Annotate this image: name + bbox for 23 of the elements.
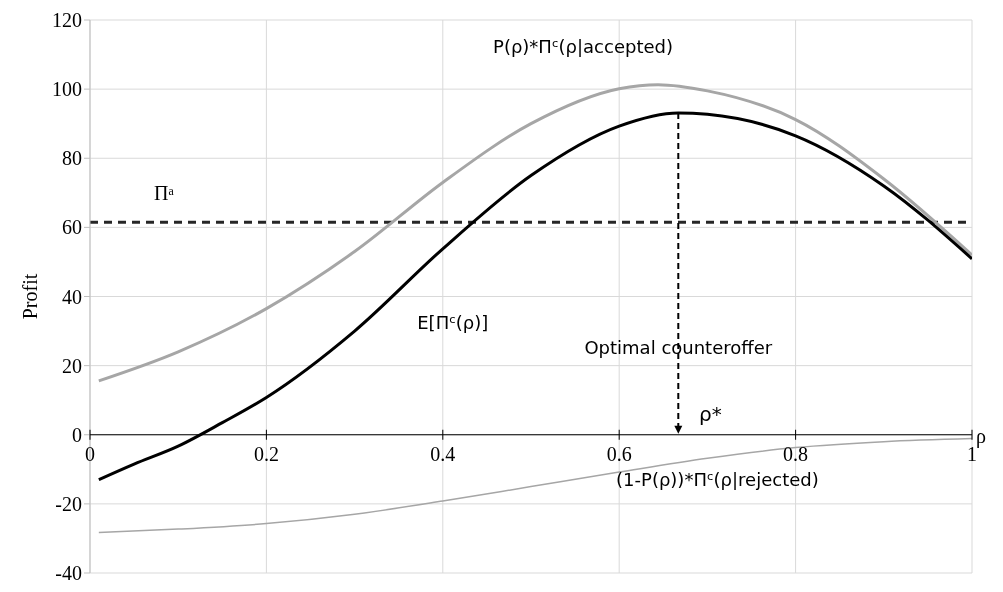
annotation: ρ*: [698, 401, 722, 426]
x-tick-label: 0.2: [253, 442, 279, 465]
y-tick-label: 100: [52, 78, 82, 101]
y-axis-title: Profit: [19, 273, 42, 320]
x-tick-label: 0.8: [783, 442, 809, 465]
line-series: [97, 83, 972, 383]
x-tick-label: 1: [967, 442, 977, 465]
y-tick-label: -40: [55, 562, 82, 585]
y-tick-label: 20: [62, 354, 82, 377]
x-axis-title: ρ: [976, 424, 986, 448]
series-label: (1-P(ρ))*Πᶜ(ρ|rejected): [616, 469, 819, 491]
x-tick-label: 0.4: [430, 442, 456, 465]
ref-line-label: Πᵃ: [154, 182, 175, 205]
y-tick-label: 0: [72, 423, 82, 446]
series-label: E[Πᶜ(ρ)]: [417, 311, 489, 333]
annotation: Optimal counteroffer: [584, 336, 773, 358]
y-tick-label: 120: [52, 9, 82, 32]
y-tick-label: 80: [62, 147, 82, 170]
series-label: P(ρ)*Πᶜ(ρ|accepted): [493, 35, 673, 57]
y-tick-label: -20: [55, 492, 82, 515]
y-tick-label: 40: [62, 285, 82, 308]
x-tick-label: 0.6: [606, 442, 632, 465]
y-tick-label: 60: [62, 216, 82, 239]
